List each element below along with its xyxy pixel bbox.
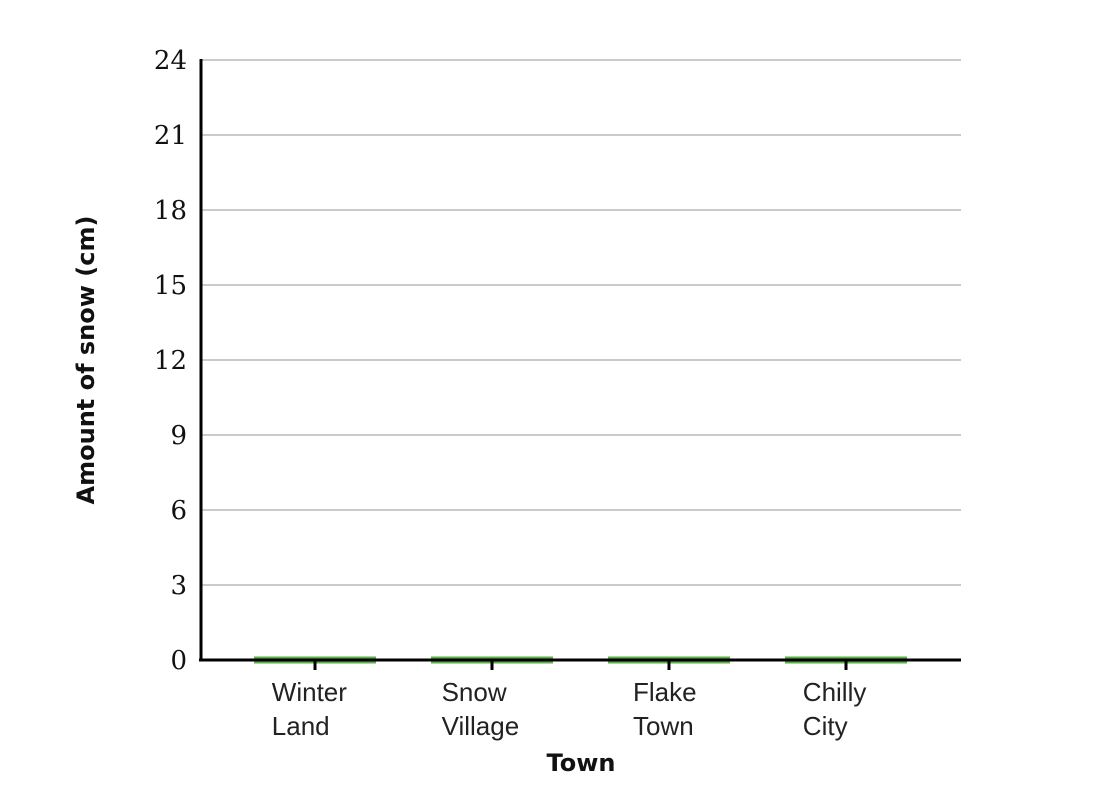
x-tick-label: Town <box>633 711 694 741</box>
y-tick-label: 0 <box>170 646 187 676</box>
x-tick-label: Village <box>442 711 520 741</box>
x-tick-label: Snow <box>442 677 507 707</box>
x-tick-label: City <box>803 711 848 741</box>
y-tick-labels: 0 3 6 9 12 15 18 21 24 <box>154 46 187 676</box>
y-tick-label: 21 <box>154 121 187 151</box>
y-tick-label: 3 <box>170 571 187 601</box>
x-tick-label: Flake <box>633 677 697 707</box>
x-tick-labels: Winter Land Snow Village Flake Town Chilly City <box>272 660 867 741</box>
y-axis-title: Amount of snow (cm) <box>72 216 100 505</box>
y-tick-label: 6 <box>170 496 187 526</box>
y-tick-label: 18 <box>154 196 187 226</box>
x-tick-label: Chilly <box>803 677 867 707</box>
y-tick-label: 15 <box>154 271 187 301</box>
x-axis-title: Town <box>547 749 616 777</box>
y-tick-label: 12 <box>154 346 187 376</box>
x-tick-label: Land <box>272 711 330 741</box>
x-tick-label: Winter <box>272 677 347 707</box>
gridlines <box>201 59 961 586</box>
y-tick-label: 24 <box>154 46 187 76</box>
y-tick-label: 9 <box>170 421 187 451</box>
